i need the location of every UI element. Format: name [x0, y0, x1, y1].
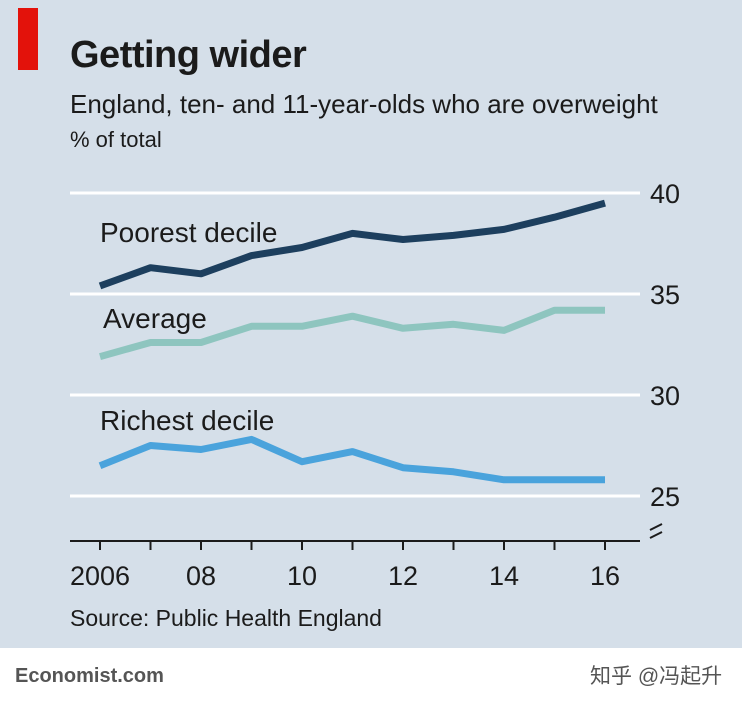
series-label-richest-decile: Richest decile: [100, 405, 274, 436]
y-tick-label-25: 25: [650, 482, 680, 512]
series-label-poorest-decile: Poorest decile: [100, 217, 277, 248]
series-labels: Poorest decile Average Richest decile: [100, 217, 277, 436]
brand-footer: Economist.com: [15, 665, 164, 687]
x-tick-label-2006: 2006: [70, 561, 130, 591]
x-axis-ticks: 2006 08 10 12 14 16: [70, 541, 620, 591]
series-label-average: Average: [103, 303, 207, 334]
line-chart: 25 30 35 40 2006 08 10 12 14 16 Poorest decile Av…: [70, 179, 680, 591]
x-tick-label-2010: 10: [287, 561, 317, 591]
chart-panel: Getting wider England, ten- and 11-year-…: [0, 0, 742, 648]
gridlines: [70, 191, 640, 498]
y-axis-ticks: 25 30 35 40: [650, 179, 680, 512]
x-tick-label-2008: 08: [186, 561, 216, 591]
x-axis: [70, 523, 663, 542]
brand-tag: [18, 8, 38, 70]
y-tick-label-35: 35: [650, 280, 680, 310]
x-tick-label-2012: 12: [388, 561, 418, 591]
chart-source: Source: Public Health England: [70, 605, 382, 631]
y-tick-label-30: 30: [650, 381, 680, 411]
series-lines: [98, 199, 606, 484]
x-tick-label-2014: 14: [489, 561, 519, 591]
y-tick-label-40: 40: [650, 179, 680, 209]
chart-unit-label: % of total: [70, 127, 162, 152]
watermark: 知乎 @冯起升: [590, 665, 723, 688]
x-tick-label-2016: 16: [590, 561, 620, 591]
axis-break-icon: [649, 523, 663, 539]
series-line-richest-decile: [98, 435, 605, 484]
chart-subtitle: England, ten- and 11-year-olds who are o…: [70, 89, 658, 119]
chart-title: Getting wider: [70, 34, 307, 76]
